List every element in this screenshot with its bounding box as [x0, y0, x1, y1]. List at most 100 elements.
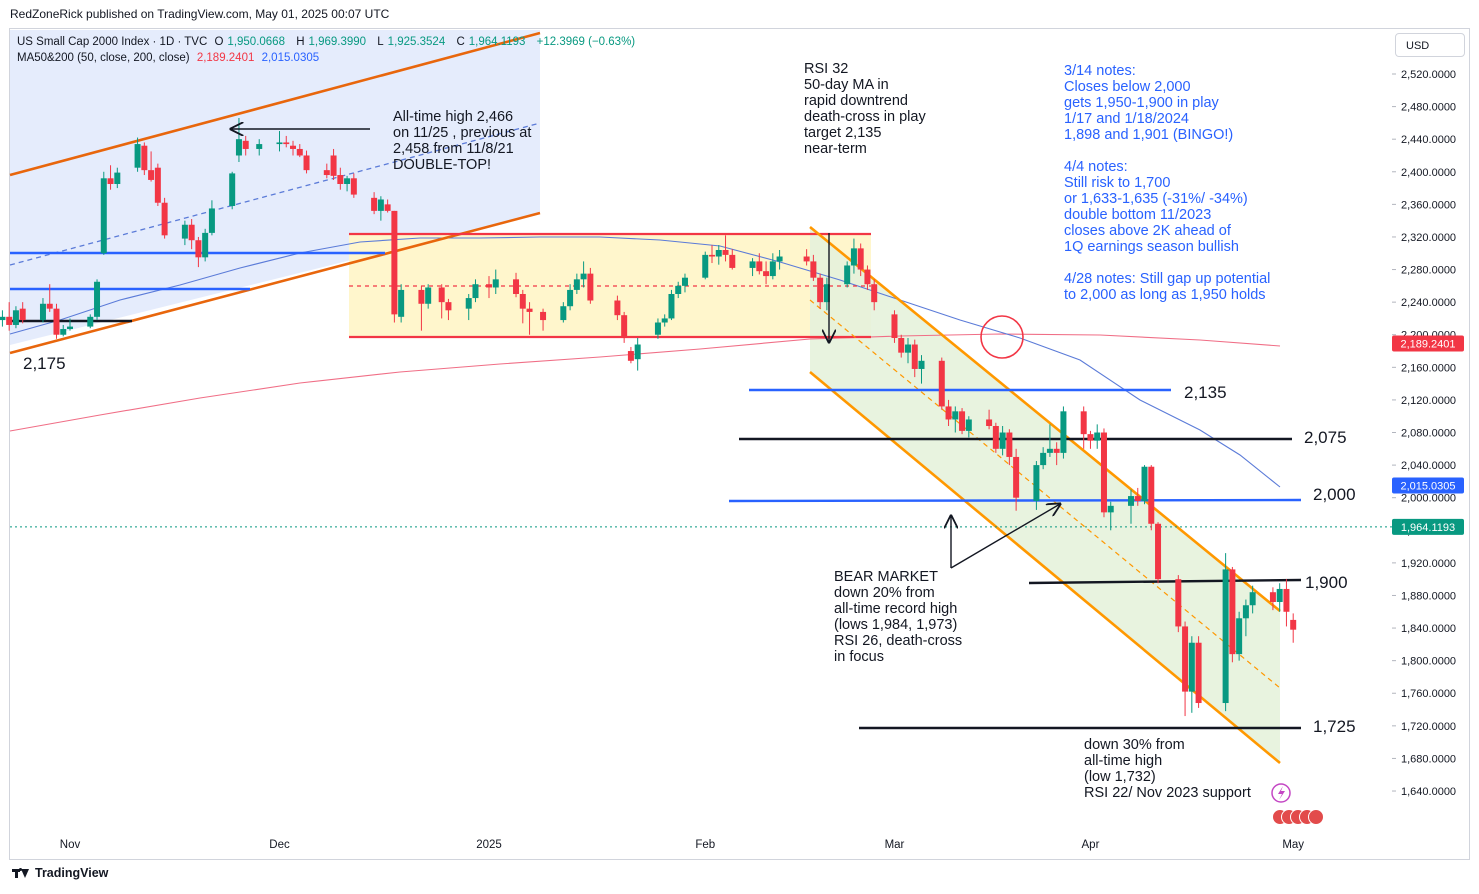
ma200-value: 2,189.2401 — [196, 52, 255, 64]
descending-channel-top-line — [809, 225, 1281, 613]
candle-body — [729, 254, 736, 268]
price-badge-label: 1,964.1193 — [1401, 522, 1455, 534]
annotation-line: double bottom 11/2023 — [1064, 207, 1211, 223]
candle-body — [134, 144, 141, 168]
candle-body — [965, 419, 972, 431]
candle-body — [857, 248, 864, 270]
annotation-line: on 11/25 , previous at — [393, 125, 531, 141]
level-label-1900: 1,900 — [1305, 573, 1348, 592]
price-axis-label: 2,080.0000 — [1401, 428, 1456, 440]
candle-body — [1290, 619, 1297, 630]
level-label-2075: 2,075 — [1304, 428, 1347, 447]
price-axis-label: 2,480.0000 — [1401, 102, 1456, 114]
candle-body — [229, 173, 236, 206]
event-marker-icons[interactable] — [1271, 783, 1324, 825]
candle-body — [485, 284, 492, 288]
candle-body — [871, 284, 878, 303]
us-flag-event-icon[interactable] — [1308, 809, 1324, 825]
descending-channel-midline — [809, 299, 1281, 689]
candle-body — [377, 199, 384, 211]
candle-body — [702, 254, 709, 278]
annotation-line: 1/17 and 1/18/2024 — [1064, 111, 1189, 127]
annotation-line: DOUBLE-TOP! — [393, 157, 491, 173]
currency-selector[interactable]: USD — [1395, 33, 1465, 57]
chart-legend: US Small Cap 2000 Index · 1D · TVC O 1,95… — [17, 34, 639, 66]
candle-body — [418, 289, 425, 304]
candle-body — [303, 155, 310, 171]
annotation-line: RSI 32 — [804, 61, 848, 77]
level-line-1900 — [1028, 578, 1302, 585]
candle-body — [181, 224, 188, 239]
candle-body — [6, 316, 13, 325]
annotation-line: near-term — [804, 141, 867, 157]
candle-body — [1107, 505, 1114, 513]
candle-body — [661, 318, 668, 323]
price-axis-label: 2,160.0000 — [1401, 362, 1456, 374]
candle-body — [986, 419, 993, 426]
annotation-line: RSI 26, death-cross — [834, 633, 962, 649]
level-label-2000: 2,000 — [1313, 485, 1356, 504]
price-axis-label: 1,760.0000 — [1401, 688, 1456, 700]
candle-body — [945, 406, 952, 420]
symbol-title: US Small Cap 2000 Index · 1D · TVC — [17, 36, 208, 48]
annotation-line: rapid downtrend — [804, 93, 908, 109]
candle-body — [290, 145, 297, 149]
candle-body — [492, 279, 499, 288]
candle-body — [438, 287, 445, 303]
candle-body — [911, 344, 918, 369]
candle-body — [864, 269, 871, 285]
candle-body — [53, 308, 60, 335]
annotation-line: (low 1,732) — [1084, 769, 1156, 785]
candle-body — [513, 279, 520, 294]
level-line-2000 — [728, 498, 1302, 503]
price-axis-label: 2,440.0000 — [1401, 134, 1456, 146]
candle-body — [1276, 588, 1283, 602]
annotation-line: 4/28 notes: Still gap up potential — [1064, 271, 1270, 287]
annotation-line: All-time high 2,466 — [393, 109, 513, 125]
candle-body — [803, 256, 810, 262]
candle-body — [580, 273, 587, 280]
price-axis-label: 1,920.0000 — [1401, 558, 1456, 570]
candle-body — [1175, 579, 1182, 627]
candle-body — [1053, 448, 1060, 453]
candle-body — [1040, 452, 1047, 466]
price-badge-label: 2,015.0305 — [1400, 480, 1455, 492]
time-axis-label: Dec — [269, 839, 290, 851]
candle-body — [668, 293, 675, 319]
time-axis-label: Nov — [60, 839, 81, 851]
price-axis-label: 2,280.0000 — [1401, 265, 1456, 277]
price-axis-label: 1,720.0000 — [1401, 721, 1456, 733]
candle-body — [627, 351, 634, 361]
candle-body — [323, 170, 330, 176]
annotation-line: Closes below 2,000 — [1064, 79, 1191, 95]
time-axis-label: Mar — [885, 839, 905, 851]
legend-ma-row: MA50&200 (50, close, 200, close) 2,189.2… — [17, 50, 639, 66]
ascending-channel-zone — [10, 30, 540, 345]
price-badge — [1392, 518, 1464, 535]
candle-body — [0, 316, 6, 321]
price-axis-label: 2,240.0000 — [1401, 297, 1456, 309]
annotation-line: 1Q earnings season bullish — [1064, 239, 1239, 255]
time-axis-label: Apr — [1082, 839, 1100, 851]
candle-body — [141, 145, 148, 171]
candle-body — [195, 240, 202, 258]
candle-body — [587, 273, 594, 301]
price-axis-label: 2,520.0000 — [1401, 69, 1456, 81]
annotation-line: Still risk to 1,700 — [1064, 175, 1170, 191]
candle-body — [1188, 642, 1195, 692]
annotation-line: gets 1,950-1,900 in play — [1064, 95, 1220, 111]
candle-body — [1249, 592, 1256, 606]
annotation-line: target 2,135 — [804, 125, 881, 141]
legend-ohlc-row: US Small Cap 2000 Index · 1D · TVC O 1,95… — [17, 34, 639, 50]
candle-body — [107, 178, 114, 184]
candle-body — [208, 208, 215, 233]
candle-body — [12, 310, 19, 325]
candle-body — [749, 261, 756, 268]
candle-body — [1141, 466, 1148, 501]
candle-body — [350, 178, 357, 195]
annotation-line: all-time record high — [834, 601, 957, 617]
annotation-line: BEAR MARKET — [834, 569, 938, 585]
candle-body — [296, 148, 303, 156]
annotation-rsi32: RSI 32 50-day MA in rapid downtrend death-c… — [804, 61, 926, 157]
